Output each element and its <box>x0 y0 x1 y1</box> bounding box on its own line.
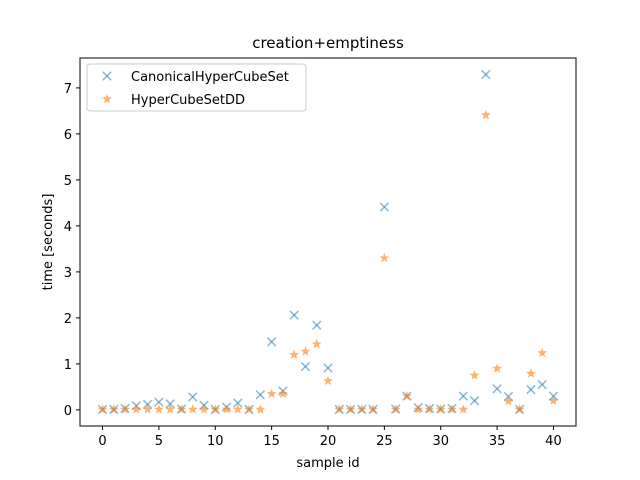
data-point <box>413 404 424 414</box>
data-point <box>481 69 491 80</box>
x-axis: 0 5 10 15 20 25 30 35 40 <box>98 426 562 449</box>
series-2-points <box>97 109 559 414</box>
data-point <box>447 404 457 414</box>
data-point <box>458 391 469 401</box>
data-point <box>526 384 536 395</box>
x-axis-label: sample id <box>296 456 359 471</box>
data-point <box>401 390 412 401</box>
data-point <box>199 404 209 414</box>
data-point <box>469 370 480 380</box>
data-point <box>368 404 379 414</box>
data-point <box>537 379 547 390</box>
data-point <box>232 404 243 414</box>
x-tick-label: 20 <box>320 434 337 449</box>
data-point <box>525 368 536 378</box>
data-point <box>142 404 153 414</box>
x-tick-label: 10 <box>207 434 224 449</box>
data-point <box>221 404 232 414</box>
legend-label: CanonicalHyperCubeSet <box>131 70 289 85</box>
y-tick-label: 2 <box>64 312 72 327</box>
data-point <box>131 404 142 414</box>
data-point <box>233 398 243 408</box>
x-tick-label: 40 <box>545 434 562 449</box>
data-point <box>255 404 266 414</box>
x-tick-label: 25 <box>376 434 393 449</box>
data-point <box>154 397 164 407</box>
y-tick-label: 1 <box>64 358 72 373</box>
data-point <box>548 395 559 405</box>
data-point <box>480 109 491 120</box>
y-tick-label: 4 <box>64 220 72 235</box>
data-point <box>165 404 176 414</box>
data-point <box>469 395 480 406</box>
data-point <box>108 404 119 414</box>
y-axis-label: time [seconds] <box>41 194 56 291</box>
data-point <box>300 361 311 372</box>
y-tick-label: 7 <box>64 82 72 97</box>
data-point <box>492 363 503 373</box>
x-tick-label: 35 <box>489 434 506 449</box>
data-point <box>356 404 367 414</box>
data-point <box>503 395 514 406</box>
data-point <box>300 346 311 356</box>
legend-frame <box>86 63 307 112</box>
y-tick-label: 6 <box>64 128 72 143</box>
data-point <box>97 404 108 414</box>
data-point <box>390 404 401 414</box>
x-tick-label: 0 <box>98 434 106 449</box>
legend-marker <box>102 71 112 81</box>
data-point <box>176 404 187 414</box>
legend-marker <box>102 93 112 104</box>
data-point <box>266 337 277 347</box>
data-point <box>379 202 390 212</box>
data-point <box>289 349 300 359</box>
data-point <box>153 404 164 414</box>
y-tick-label: 3 <box>64 266 72 281</box>
data-point <box>187 392 198 402</box>
data-point <box>255 389 266 400</box>
data-point <box>120 404 131 414</box>
data-point <box>458 404 469 414</box>
x-tick-label: 30 <box>432 434 449 449</box>
y-tick-label: 5 <box>64 174 72 189</box>
data-point <box>323 363 333 373</box>
data-point <box>311 338 322 349</box>
y-tick-label: 0 <box>64 404 72 419</box>
x-tick-label: 5 <box>155 434 163 449</box>
data-point <box>210 404 221 414</box>
data-point <box>424 404 435 414</box>
data-point <box>244 404 255 414</box>
data-point <box>435 404 446 414</box>
x-tick-label: 15 <box>263 434 280 449</box>
data-point <box>277 388 288 399</box>
data-point <box>492 383 502 394</box>
data-point <box>345 404 356 414</box>
data-point <box>379 252 390 263</box>
data-point <box>187 404 198 414</box>
chart-title: creation+emptiness <box>252 34 404 52</box>
data-point <box>323 375 333 386</box>
legend: CanonicalHyperCubeSet HyperCubeSetDD <box>86 63 307 112</box>
data-point <box>289 310 299 320</box>
legend-label: HyperCubeSetDD <box>131 93 245 108</box>
y-axis: 0 1 2 3 4 5 6 7 <box>64 82 80 419</box>
data-point <box>334 404 345 414</box>
data-point <box>514 404 525 414</box>
data-point <box>165 399 175 409</box>
data-point <box>266 388 277 399</box>
data-point <box>311 320 322 331</box>
data-point <box>537 347 548 358</box>
plot-area <box>97 69 559 415</box>
